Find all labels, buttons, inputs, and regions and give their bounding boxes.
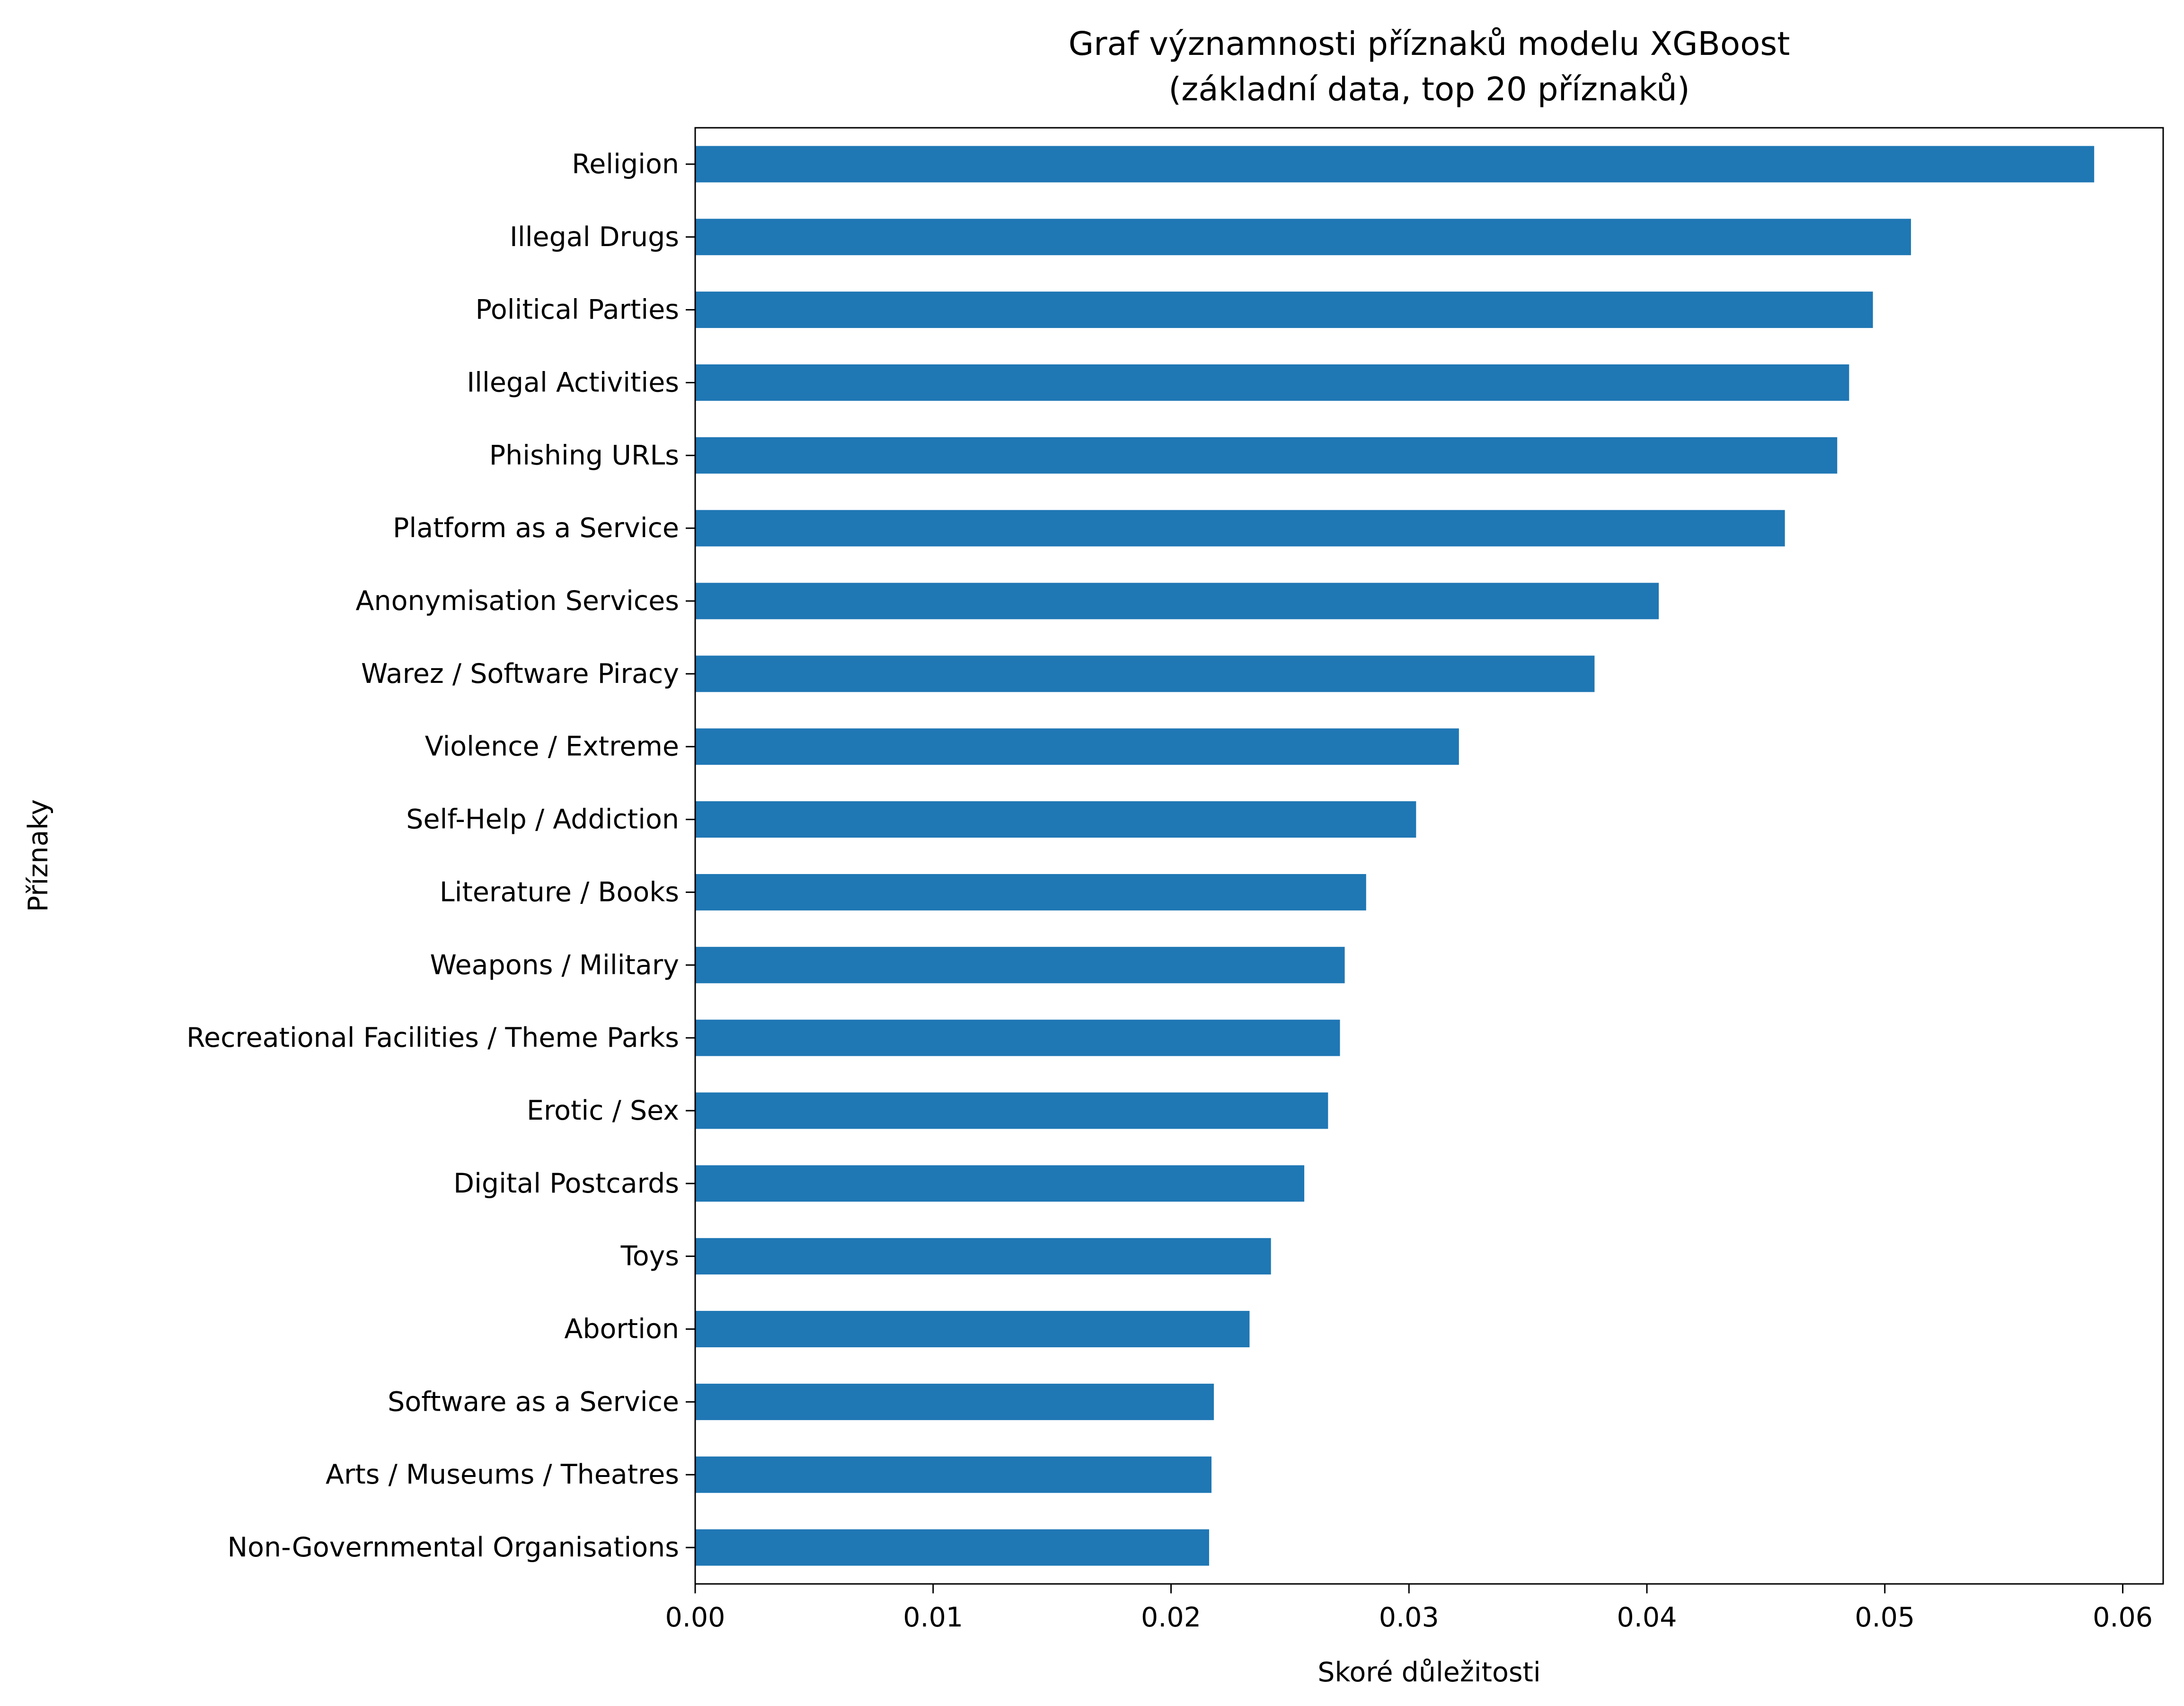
chart-subtitle: (základní data, top 20 příznaků) xyxy=(1168,71,1690,108)
bar-warez-software-piracy xyxy=(695,655,1595,692)
x-tick-label: 0.00 xyxy=(665,1602,725,1633)
chart-title: Graf významnosti příznaků modelu XGBoost xyxy=(1069,25,1790,63)
y-tick-label: Religion xyxy=(572,149,679,180)
bars-group xyxy=(695,146,2095,1566)
y-tick-label: Violence / Extreme xyxy=(425,731,679,762)
bar-illegal-activities xyxy=(695,364,1849,401)
bar-software-as-a-service xyxy=(695,1383,1214,1420)
y-tick-label: Illegal Drugs xyxy=(510,221,679,253)
x-tick-label: 0.02 xyxy=(1141,1602,1201,1633)
y-tick-label: Illegal Activities xyxy=(467,367,679,398)
y-tick-label: Phishing URLs xyxy=(489,440,679,471)
y-tick-label: Software as a Service xyxy=(388,1386,679,1417)
y-tick-label: Recreational Facilities / Theme Parks xyxy=(186,1022,679,1053)
x-tick-label: 0.05 xyxy=(1855,1602,1915,1633)
bar-erotic-sex xyxy=(695,1092,1328,1129)
plot-frame xyxy=(694,127,2164,1585)
x-tick-label: 0.04 xyxy=(1617,1602,1677,1633)
bar-toys xyxy=(695,1238,1271,1275)
bar-violence-extreme xyxy=(695,728,1459,765)
y-tick-label: Self-Help / Addiction xyxy=(406,804,679,835)
y-tick-label: Non-Governmental Organisations xyxy=(227,1532,679,1563)
y-tick-label: Arts / Museums / Theatres xyxy=(326,1459,679,1490)
x-tick-label: 0.03 xyxy=(1379,1602,1439,1633)
bar-anonymisation-services xyxy=(695,583,1659,619)
bar-religion xyxy=(695,146,2095,183)
bar-literature-books xyxy=(695,874,1366,910)
bar-illegal-drugs xyxy=(695,219,1911,256)
x-axis-ticks: 0.00 0.01 0.02 0.03 0.04 0.05 0.06 xyxy=(665,1584,2153,1633)
x-axis-label: Skoré důležitosti xyxy=(1317,1657,1540,1688)
bar-weapons-military xyxy=(695,946,1345,983)
y-tick-label: Political Parties xyxy=(476,294,679,326)
y-tick-label: Abortion xyxy=(564,1314,679,1345)
x-tick-label: 0.06 xyxy=(2093,1602,2153,1633)
x-tick-label: 0.01 xyxy=(903,1602,963,1633)
y-axis-ticks: Religion Illegal Drugs Political Parties Il… xyxy=(186,149,695,1563)
bar-arts-museums-theatres xyxy=(695,1456,1211,1493)
y-tick-label: Digital Postcards xyxy=(453,1168,679,1199)
y-axis-label: Příznaky xyxy=(23,799,54,912)
y-tick-label: Platform as a Service xyxy=(393,513,679,544)
y-tick-label: Literature / Books xyxy=(440,876,679,908)
bar-recreational-facilities-theme-parks xyxy=(695,1019,1340,1056)
bar-digital-postcards xyxy=(695,1165,1305,1202)
bar-abortion xyxy=(695,1311,1250,1347)
bar-phishing-urls xyxy=(695,437,1838,474)
y-tick-label: Toys xyxy=(620,1241,679,1272)
bar-non-governmental-organisations xyxy=(695,1529,1209,1566)
y-tick-label: Warez / Software Piracy xyxy=(361,658,679,689)
bar-platform-as-a-service xyxy=(695,510,1785,547)
y-tick-label: Erotic / Sex xyxy=(527,1095,679,1126)
y-tick-label: Weapons / Military xyxy=(430,949,679,981)
bar-self-help-addiction xyxy=(695,801,1416,838)
y-tick-label: Anonymisation Services xyxy=(356,585,680,617)
bar-political-parties xyxy=(695,292,1873,328)
